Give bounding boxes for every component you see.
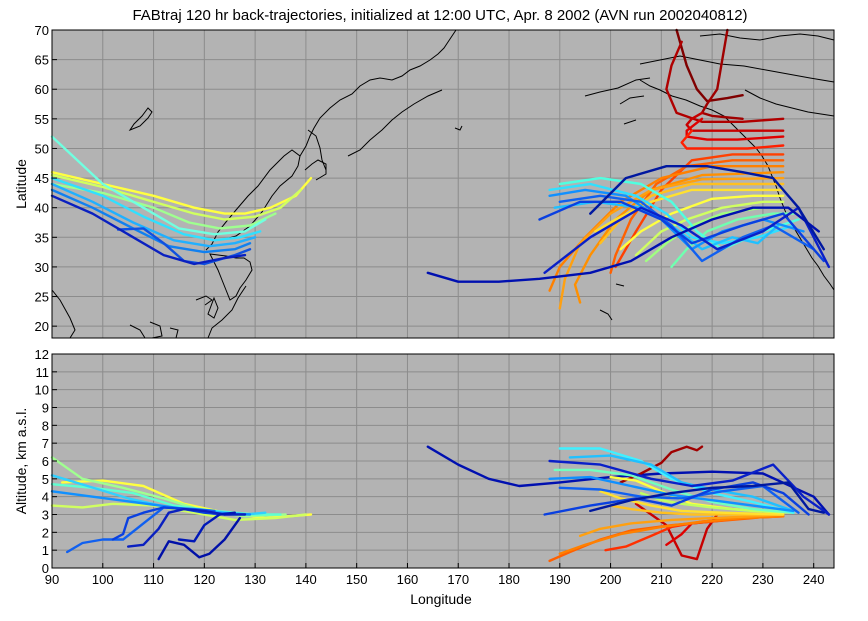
trajectory-line [50,182,277,230]
trajectory-line [50,456,287,518]
x-tick-label: 100 [92,572,114,587]
trajectory-line [675,28,744,103]
trajectory-line [578,513,785,538]
map-frame [51,29,835,339]
latitude-axis-label: Latitude [13,159,29,209]
trajectory-lines-altitude [50,445,831,563]
x-tick-label: 220 [701,572,723,587]
y-tick-label: 45 [35,171,49,186]
x-tick-label: 240 [803,572,825,587]
trajectory-line [558,176,785,310]
x-tick-label: 140 [295,572,317,587]
trajectory-line [619,445,704,484]
y-tick-label: 35 [35,230,49,245]
x-tick-label: 160 [397,572,419,587]
y-tick-label: 4 [42,490,49,505]
x-tick-label: 210 [650,572,672,587]
trajectory-line [589,481,825,514]
x-tick-label: 110 [143,572,164,587]
trajectory-line [670,212,795,269]
trajectory-line [700,28,744,121]
trajectory-line [594,188,785,233]
y-tick-label: 60 [35,82,49,97]
y-tick-label: 20 [35,319,49,334]
y-tick-label: 9 [42,401,49,416]
x-tick-label: 130 [244,572,266,587]
longitude-axis-label: Longitude [410,591,472,607]
trajectory-line [680,129,785,150]
trajectory-line [50,135,267,236]
trajectory-line [685,117,785,141]
x-tick-label: 230 [752,572,774,587]
map-panel: 20 25 30 35 40 45 50 55 60 65 70 Latitude [13,23,835,339]
x-tick-label: 120 [193,572,215,587]
x-tick-label: 150 [346,572,368,587]
trajectory-line [548,459,831,516]
trajectory-line [558,447,795,514]
trajectory-line [426,206,820,283]
trajectory-line [553,468,795,514]
y-tick-label: 7 [42,436,49,451]
altitude-axis-label: Altitude, km a.s.l. [13,408,29,515]
trajectory-line [548,475,795,513]
trajectory-line [634,502,719,561]
trajectory-line [50,182,257,248]
y-tick-label: 3 [42,508,49,523]
x-tick-label: 170 [447,572,469,587]
y-tick-label: 10 [35,383,49,398]
trajectory-line [50,194,247,266]
y-tick-label: 12 [35,347,49,362]
trajectory-line [558,515,785,555]
y-tick-label: 8 [42,418,49,433]
trajectory-line [665,40,785,124]
trajectory-line [619,194,785,251]
x-tick-label: 90 [45,572,59,587]
trajectory-line [157,516,242,561]
y-tick-label: 50 [35,141,49,156]
trajectory-line [634,200,785,257]
y-tick-label: 70 [35,23,49,38]
trajectory-line [111,506,226,541]
y-tick-label: 11 [36,365,50,380]
trajectory-lines-latitude [50,28,831,310]
trajectory-line [609,159,785,274]
x-tick-label: 200 [600,572,622,587]
latitude-ticks: 20 25 30 35 40 45 50 55 60 65 70 [35,23,57,334]
y-tick-label: 65 [35,53,49,68]
trajectory-line [538,200,825,263]
y-tick-label: 30 [35,260,49,275]
trajectory-line [609,504,785,516]
chart-title: FABtraj 120 hr back-trajectories, initia… [132,7,747,24]
y-tick-label: 5 [42,472,49,487]
y-tick-label: 1 [42,543,49,558]
trajectory-line [599,490,785,516]
trajectory-line [177,511,237,543]
trajectory-line [50,170,313,215]
y-tick-label: 40 [35,201,49,216]
trajectory-line [568,454,795,513]
trajectory-line [639,491,795,514]
y-tick-label: 2 [42,525,49,540]
trajectory-line [589,164,825,251]
trajectory-line [543,481,810,516]
y-tick-label: 55 [35,112,49,127]
trajectory-line [50,176,262,242]
y-tick-label: 6 [42,454,49,469]
longitude-ticks: 90 100 110 120 130 140 150 160 170 180 190 200 210 22… [45,563,825,587]
trajectory-line [599,182,785,245]
x-tick-label: 190 [549,572,571,587]
y-tick-label: 25 [35,290,49,305]
y-tick-label: 0 [42,561,49,576]
x-tick-label: 180 [498,572,520,587]
